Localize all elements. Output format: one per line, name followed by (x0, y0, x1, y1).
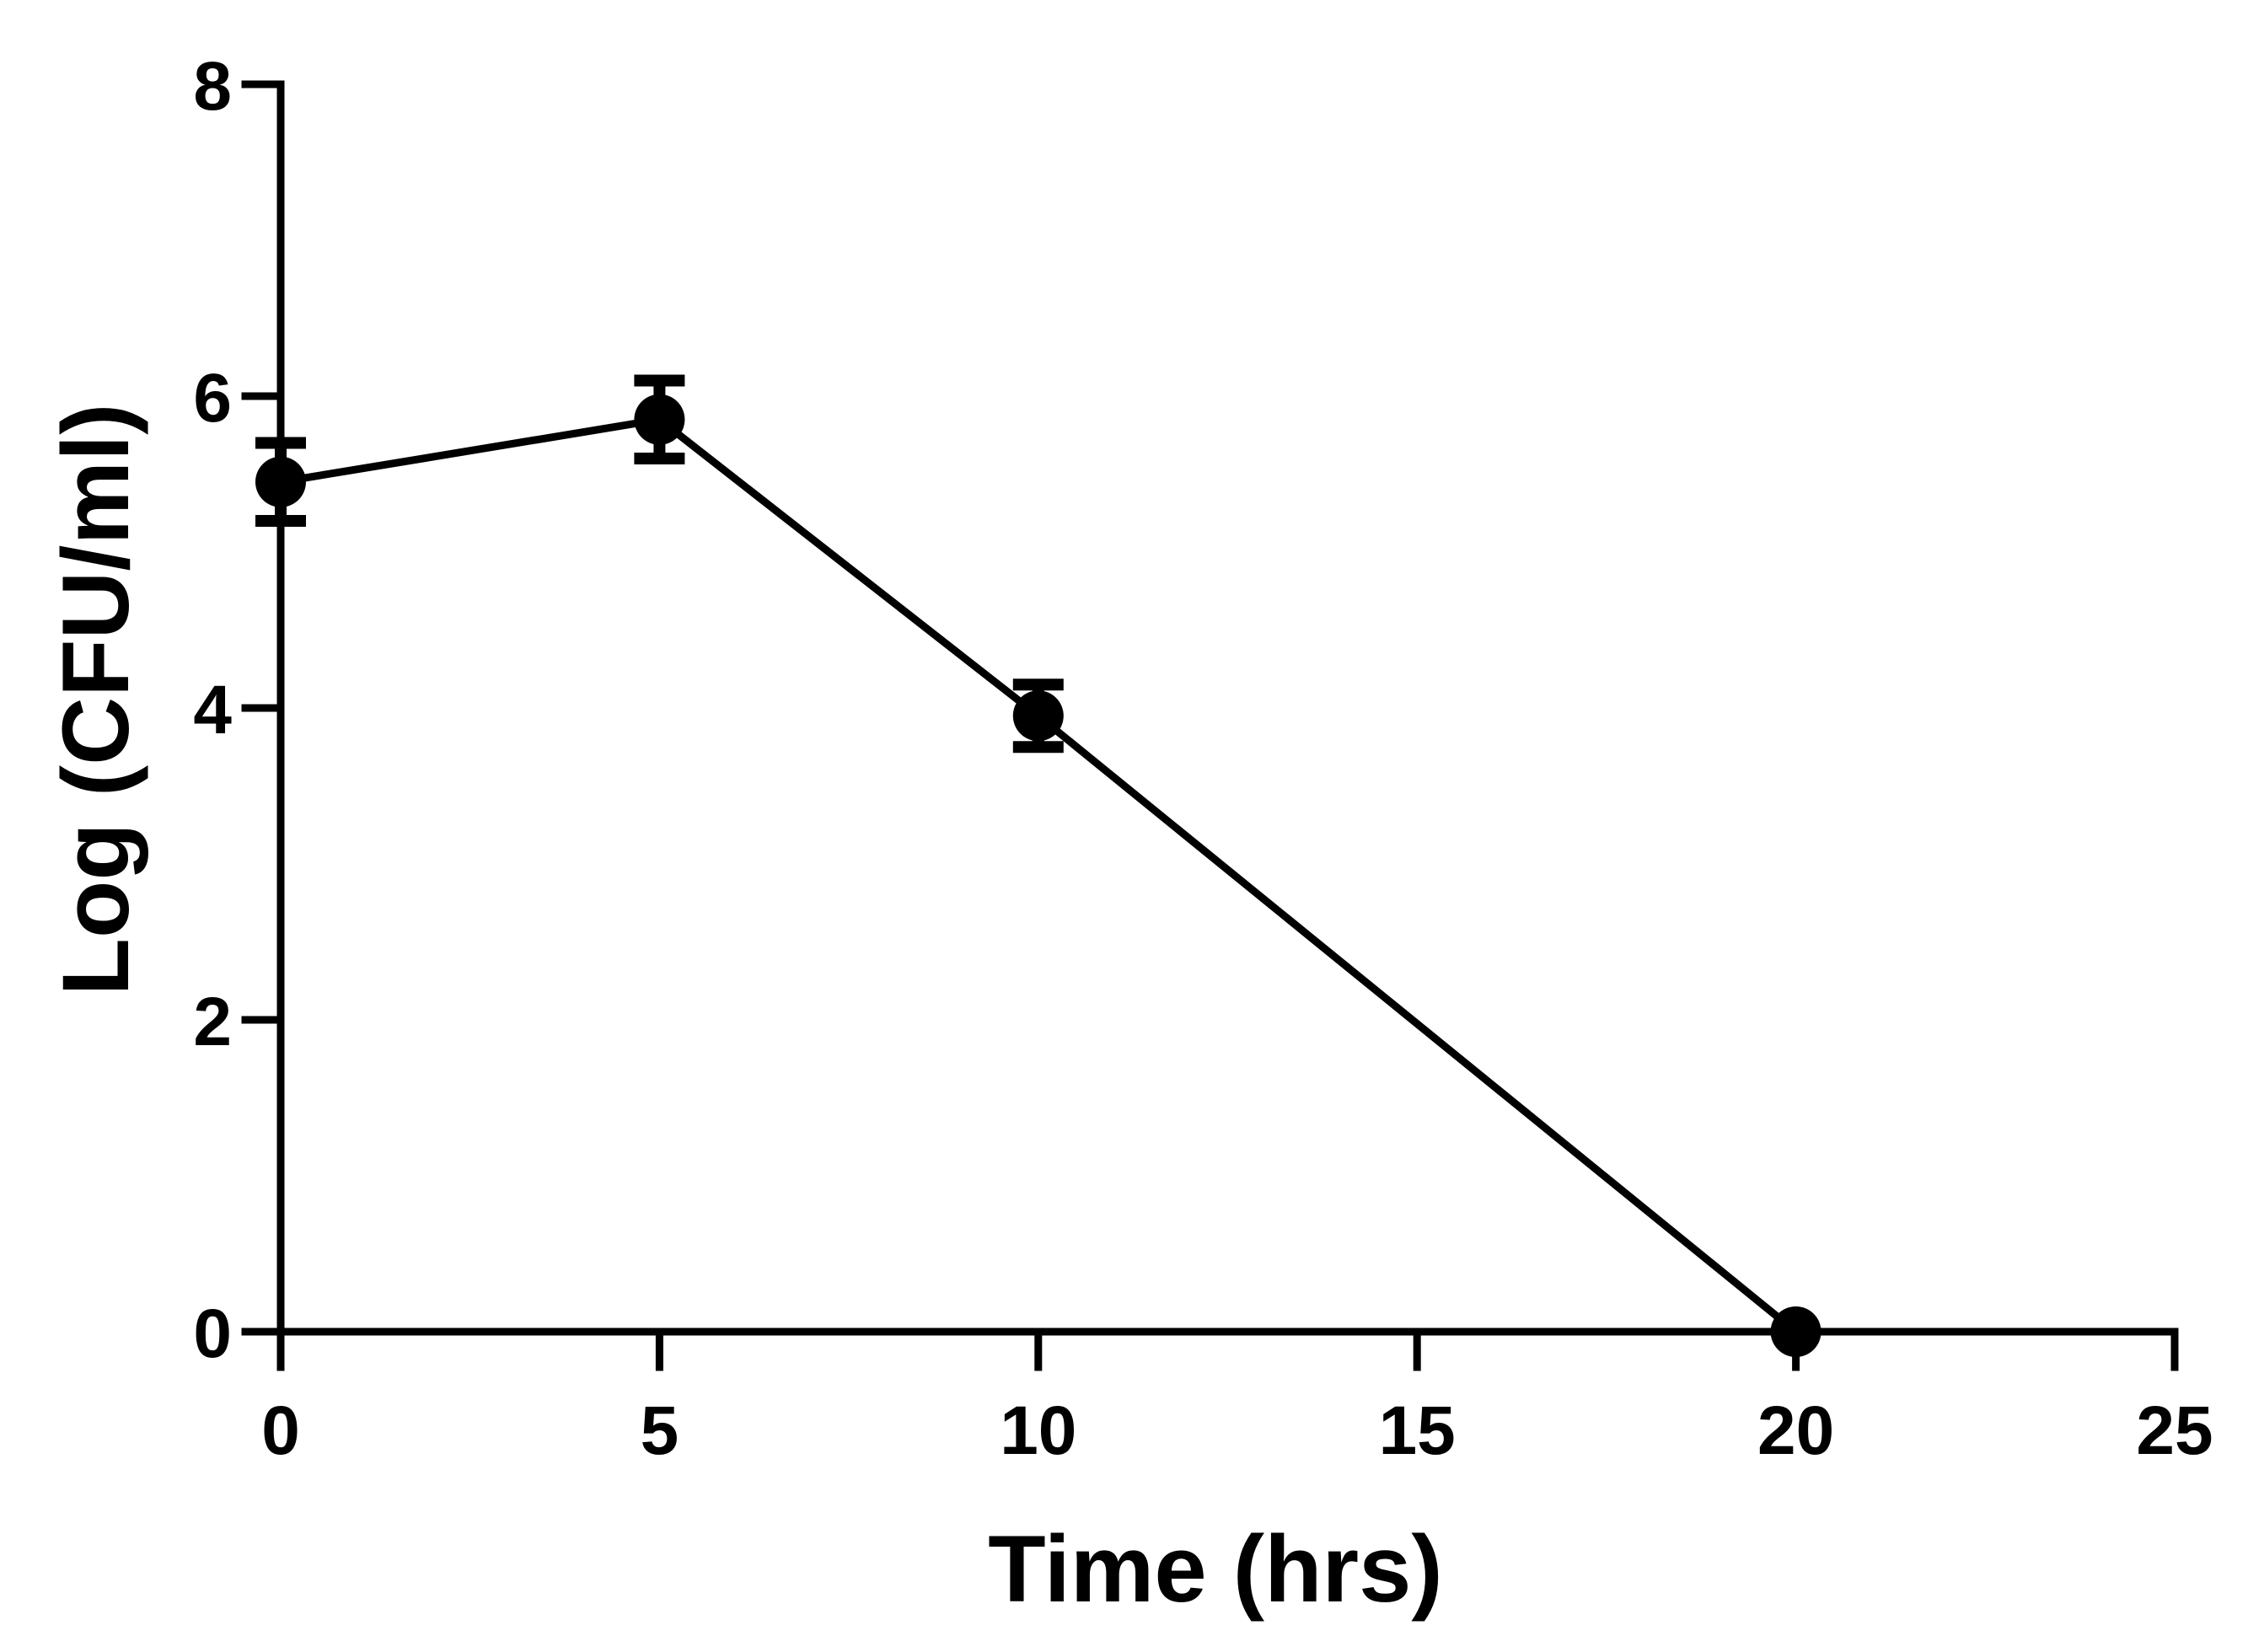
y-tick-label: 4 (193, 672, 232, 748)
y-tick-label: 8 (193, 48, 232, 125)
x-tick-label: 0 (261, 1392, 300, 1469)
y-axis-title: Log (CFU/ml) (43, 404, 148, 996)
data-point (1770, 1306, 1821, 1357)
x-tick-label: 15 (1379, 1392, 1456, 1469)
y-tick-label: 0 (193, 1295, 232, 1372)
axes: 0 2 4 6 8 0 5 10 15 20 25 (193, 48, 2213, 1469)
series-line-path (280, 416, 1799, 1335)
x-tick-label: 25 (2136, 1392, 2213, 1469)
x-tick-label: 20 (1757, 1392, 1834, 1469)
series-line (255, 374, 1821, 1357)
data-point (255, 456, 306, 507)
x-axis-title: Time (hrs) (988, 1516, 1442, 1622)
x-tick-label: 10 (1000, 1392, 1076, 1469)
data-point (634, 394, 685, 445)
x-tick-label: 5 (641, 1392, 679, 1469)
y-tick-label: 2 (193, 984, 232, 1060)
data-point (1012, 690, 1064, 742)
y-tick-label: 6 (193, 360, 232, 437)
